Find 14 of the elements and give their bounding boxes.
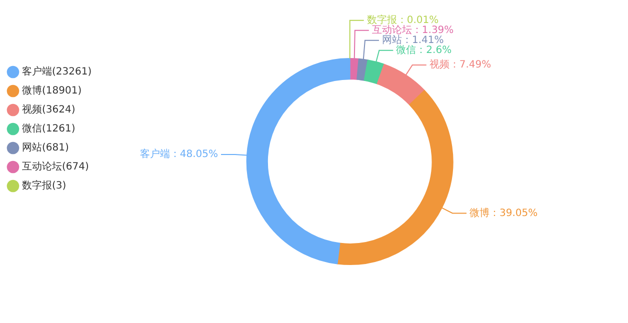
- data-label: 视频：7.49%: [429, 58, 492, 71]
- data-label: 微信：2.6%: [396, 44, 452, 56]
- data-label: 互动论坛：1.39%: [372, 24, 454, 36]
- legend-label: 数字报(3): [22, 180, 66, 192]
- data-label: 数字报：0.01%: [366, 14, 439, 26]
- legend-label: 微信(1261): [22, 122, 76, 135]
- legend-label: 微博(18901): [22, 84, 82, 97]
- legend-label: 客户端(23261): [22, 66, 92, 78]
- data-label: 网站：1.41%: [382, 34, 444, 46]
- legend-label: 视频(3624): [22, 104, 76, 116]
- legend-label: 互动论坛(674): [22, 160, 89, 173]
- data-label: 客户端：48.05%: [140, 148, 218, 160]
- data-label: 微博：39.05%: [470, 206, 538, 219]
- legend-label: 网站(681): [22, 142, 69, 154]
